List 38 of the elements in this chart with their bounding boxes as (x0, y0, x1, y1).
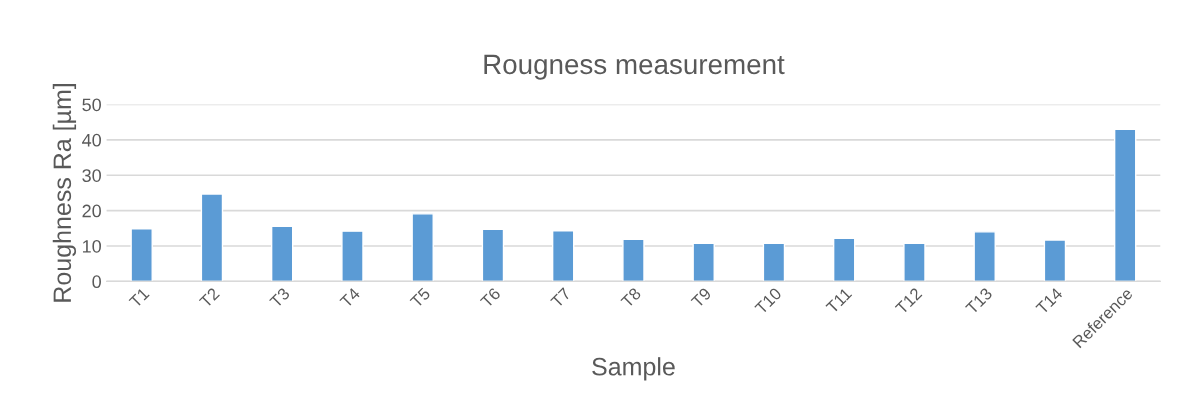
x-tick-label: T4 (339, 287, 361, 309)
bar (130, 227, 153, 282)
bar (1113, 128, 1137, 282)
x-tick-label: T5 (409, 287, 431, 309)
bar (481, 228, 505, 282)
x-tick-label: T14 (1035, 287, 1064, 315)
chart-title: Rougness measurement (484, 54, 785, 80)
y-tick-label: 20 (82, 204, 101, 218)
y-tick-label: 40 (82, 133, 101, 147)
x-tick-label: T7 (550, 287, 572, 309)
y-axis-title: Roughness Ra [µm] (52, 84, 77, 302)
bar (622, 238, 645, 282)
x-tick-label: T12 (894, 287, 923, 315)
bar (270, 225, 294, 282)
x-tick-label: T3 (269, 287, 291, 309)
bar (411, 213, 434, 282)
x-tick-label: T13 (964, 287, 993, 315)
x-tick-label: T6 (479, 287, 502, 309)
bar (832, 237, 856, 282)
x-tick-label: T8 (620, 287, 642, 309)
bar (341, 230, 364, 282)
bar (903, 242, 926, 282)
x-tick-label: T10 (754, 287, 783, 315)
x-tick-label: T9 (690, 287, 712, 309)
bar (762, 242, 786, 282)
y-tick-label: 10 (82, 239, 101, 253)
bar (692, 242, 715, 282)
x-tick-label: T1 (128, 287, 150, 309)
y-tick-label: 0 (92, 275, 101, 289)
bar (551, 230, 575, 282)
x-axis-title: Sample (592, 357, 675, 381)
bar (1043, 239, 1067, 282)
x-tick-label: T11 (825, 287, 853, 314)
bar (973, 231, 996, 282)
bar (200, 193, 224, 282)
x-tick-label: T2 (198, 287, 220, 309)
y-tick-label: 50 (82, 98, 101, 112)
y-tick-label: 30 (82, 169, 101, 182)
